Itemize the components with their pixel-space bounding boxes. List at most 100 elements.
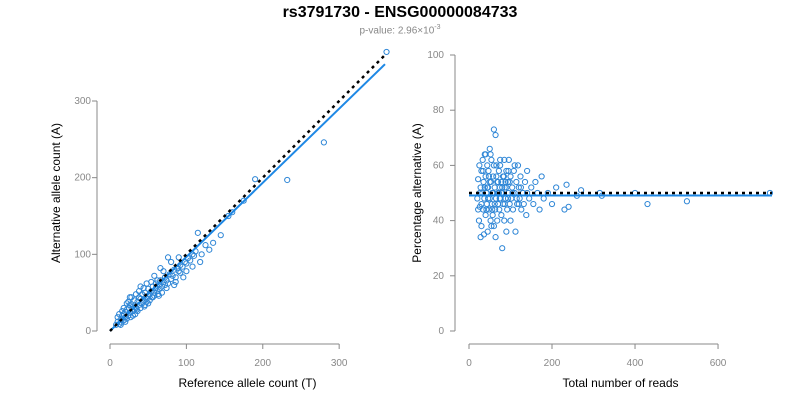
plot-2-data-point	[475, 206, 482, 213]
plot-1-reference-line	[109, 54, 386, 332]
plot-2-data-point	[482, 173, 489, 180]
chart-title: rs3791730 - ENSG00000084733	[282, 4, 518, 21]
plot-1-data-point	[134, 307, 141, 315]
plot-2-data-point	[499, 245, 506, 252]
plot-1-data-point	[113, 321, 120, 328]
plot-2-data-point	[491, 184, 498, 191]
plot-2-data-point	[476, 162, 483, 169]
plot-2-data-point	[498, 211, 505, 219]
plot-2-data-point	[490, 223, 498, 230]
plot-2-data-point	[565, 203, 572, 210]
plot-2-data-point	[520, 200, 527, 208]
plot-2-data-point	[480, 178, 487, 186]
chart-subtitle: p-value: 2.96×10-3	[0, 24, 800, 36]
plot-2-data-point	[540, 195, 547, 202]
plot-2-data-point	[561, 206, 568, 213]
plot-2-data-point	[538, 173, 545, 180]
plot-1-data-point	[320, 139, 327, 146]
plot-2-data-point	[505, 156, 512, 163]
plot-2-data-point	[478, 200, 485, 208]
plot-1-data-point	[145, 300, 152, 307]
plot-2-y-tick-label: 0	[438, 326, 444, 337]
plot-2-data-point	[483, 200, 490, 208]
plot-2-data-point	[491, 200, 498, 208]
plot-2-data-point	[488, 223, 495, 230]
plot-1-data-point	[164, 254, 172, 261]
plot-1-data-point	[252, 176, 259, 183]
plot-2-data-point	[524, 167, 531, 175]
plot-1-data-point	[143, 298, 150, 305]
plot-2-data-point	[475, 176, 482, 183]
plot-2-data-point	[526, 195, 533, 202]
plot-2-data-point	[478, 223, 485, 230]
plot-1-data-point	[122, 318, 129, 325]
plot-1-y-tick-label: 0	[85, 326, 91, 337]
plot-1-data-point	[120, 304, 127, 312]
plot-2-data-point	[509, 184, 516, 191]
plot-1-data-point	[137, 283, 144, 290]
plot-1-data-point	[157, 265, 164, 272]
plot-1-x-tick-label: 0	[107, 358, 113, 369]
plot-2-data-point	[474, 195, 481, 202]
plot-1-data-point	[177, 269, 184, 276]
plot-2-data-point	[499, 173, 507, 180]
plot-1-data-point	[123, 300, 130, 307]
plot-2-data-point	[501, 217, 508, 224]
plot-2-data-point	[517, 184, 524, 191]
plot-2-data-point	[493, 162, 500, 169]
plot-2-data-point	[644, 200, 651, 208]
plot-1-y-tick-label: 300	[74, 96, 91, 107]
plot-1-data-point	[114, 314, 121, 321]
plot-2-data-point	[506, 178, 513, 186]
plot-2-data-point	[505, 167, 512, 175]
plot-1-data-point	[168, 258, 175, 266]
plot-2-data-point	[506, 200, 513, 208]
plot-1-data-point	[151, 272, 158, 279]
plot-2-data-point	[489, 206, 496, 213]
plot-1-data-point	[183, 260, 190, 267]
plot-2-data-point	[512, 228, 519, 235]
plot-1-data-point	[151, 292, 158, 299]
plot-2-data-point	[504, 206, 511, 213]
plot-2-data-point	[492, 234, 499, 241]
plot-2-data-point	[489, 211, 496, 219]
plot-2-data-point	[497, 156, 504, 163]
plot-1-data-point	[180, 274, 187, 281]
plot-2-data-point	[518, 206, 525, 213]
plot-2-data-point	[530, 200, 537, 208]
plot-2-data-point	[485, 167, 492, 175]
plot-1-data-point	[183, 268, 190, 275]
plot-2-data-point	[483, 206, 490, 213]
plot-2-data-point	[490, 126, 498, 133]
plot-2-data-point	[514, 162, 522, 169]
plot-2-data-point	[496, 206, 503, 213]
plot-2-x-tick-label: 0	[466, 358, 472, 369]
plot-2-data-point	[536, 206, 543, 213]
plot-1-data-point	[129, 312, 137, 319]
plot-2-data-point	[507, 173, 514, 180]
plot-1-data-point	[210, 239, 217, 246]
plot-2-x-tick-label: 200	[544, 358, 561, 369]
plot-1-data-point	[123, 315, 130, 322]
plot-1-data-point	[169, 272, 176, 279]
plot-2-y-axis-label: Percentage alternative (A)	[410, 123, 424, 262]
plot-2-y-tick-label: 100	[427, 50, 444, 61]
plot-1-data-point	[198, 251, 205, 258]
plot-1-data-point	[171, 281, 178, 289]
plot-2-data-point	[517, 173, 524, 180]
plot-2-data-point	[475, 217, 483, 224]
plot-2-data-point	[502, 178, 509, 186]
plot-1-y-tick-label: 200	[74, 173, 91, 184]
p-value-exponent: -3	[434, 24, 441, 31]
plot-1-data-point	[126, 301, 133, 309]
plot-1-data-point	[217, 232, 224, 239]
plot-2-data-point	[494, 217, 501, 224]
plot-2-data-point	[485, 173, 493, 180]
plot-1-y-axis-label: Alternative allele count (A)	[49, 123, 63, 263]
plot-2-data-point	[503, 228, 510, 235]
plot-1-data-point	[172, 274, 179, 281]
plot-2-data-point	[485, 206, 493, 213]
plot-1-x-tick-label: 100	[178, 358, 195, 369]
plot-1-x-tick-label: 300	[331, 358, 348, 369]
